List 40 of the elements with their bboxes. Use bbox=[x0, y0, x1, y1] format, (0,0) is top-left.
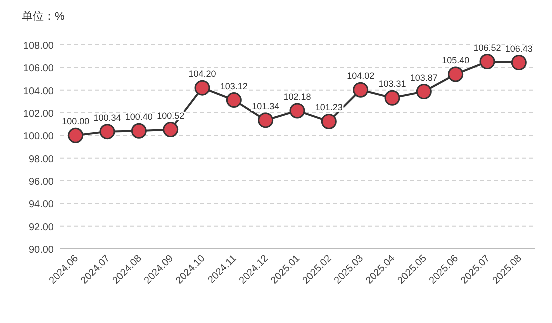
point bbox=[194, 80, 210, 96]
data-label: 101.34 bbox=[252, 101, 280, 112]
point bbox=[511, 55, 527, 71]
y-tick-label: 94.00 bbox=[28, 200, 54, 211]
data-label: 100.00 bbox=[62, 116, 90, 127]
point bbox=[384, 90, 400, 106]
point bbox=[321, 114, 337, 130]
data-label: 106.43 bbox=[505, 44, 533, 54]
point bbox=[480, 54, 496, 70]
data-label: 100.34 bbox=[94, 112, 122, 123]
point bbox=[131, 123, 147, 139]
y-tick-label: 96.00 bbox=[28, 177, 54, 188]
point bbox=[353, 82, 369, 98]
y-tick-label: 98.00 bbox=[28, 154, 54, 166]
y-axis-title: 单位：% bbox=[22, 10, 65, 23]
data-label: 100.40 bbox=[125, 112, 153, 122]
point bbox=[290, 103, 306, 119]
point bbox=[68, 128, 84, 144]
y-tick-label: 108.00 bbox=[23, 41, 54, 52]
data-label: 101.23 bbox=[315, 102, 343, 113]
y-tick-label: 100.00 bbox=[23, 132, 54, 143]
data-label: 106.52 bbox=[474, 42, 502, 53]
point bbox=[100, 124, 116, 140]
y-tick-label: 92.00 bbox=[28, 222, 54, 234]
data-label: 105.40 bbox=[442, 55, 470, 66]
point bbox=[163, 122, 179, 138]
y-tick-label: 104.00 bbox=[23, 86, 54, 98]
data-label: 104.20 bbox=[188, 69, 216, 80]
data-label: 103.87 bbox=[410, 72, 438, 83]
data-label: 103.12 bbox=[220, 81, 248, 92]
point bbox=[258, 112, 274, 128]
data-label: 104.02 bbox=[347, 71, 375, 82]
y-tick-label: 102.00 bbox=[23, 109, 54, 120]
data-label: 103.31 bbox=[378, 79, 406, 90]
y-tick-label: 106.00 bbox=[23, 64, 54, 75]
point bbox=[448, 66, 464, 82]
data-label: 102.18 bbox=[284, 92, 312, 102]
y-tick-label: 90.00 bbox=[28, 245, 54, 256]
point bbox=[226, 92, 242, 108]
point bbox=[416, 84, 432, 100]
